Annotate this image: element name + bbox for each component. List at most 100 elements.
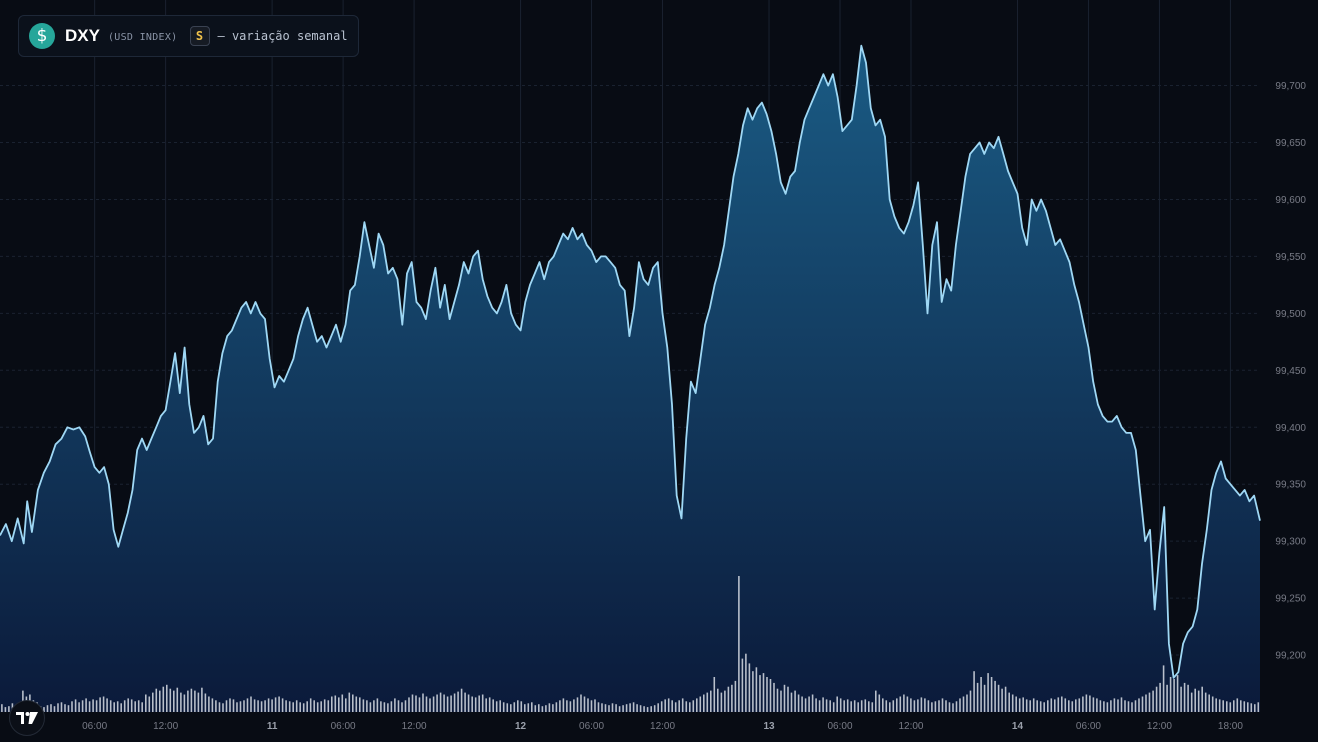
volume-bar xyxy=(748,663,751,712)
x-tick-label: 11 xyxy=(267,721,278,732)
volume-bar xyxy=(734,680,737,712)
y-tick-label: 99,500 xyxy=(1275,309,1306,320)
volume-bar xyxy=(422,693,424,712)
volume-bar xyxy=(1113,698,1116,712)
x-axis: 06:00 12:00 11 06:00 12:00 12 06:00 12:00 13 06:0… xyxy=(82,721,1243,732)
volume-bar xyxy=(1068,700,1070,712)
volume-bar xyxy=(197,692,200,712)
volume-bar xyxy=(71,701,73,712)
volume-bar xyxy=(569,701,572,712)
volume-bar xyxy=(966,694,968,712)
volume-bar xyxy=(232,699,235,712)
volume-bar xyxy=(295,700,298,712)
volume-bar xyxy=(236,702,238,712)
volume-bar xyxy=(538,704,540,712)
volume-bar xyxy=(1134,700,1137,712)
volume-bar xyxy=(906,696,909,712)
x-tick-label: 12:00 xyxy=(1147,721,1172,732)
volume-bar xyxy=(102,696,105,712)
volume-bar xyxy=(1169,677,1172,712)
volume-bar xyxy=(671,700,673,712)
volume-bar xyxy=(267,698,270,712)
volume-bar xyxy=(109,700,112,712)
tradingview-logo-icon xyxy=(16,712,38,724)
volume-bar xyxy=(1,704,3,712)
volume-bar xyxy=(520,701,523,712)
volume-bar xyxy=(113,702,115,712)
volume-bar xyxy=(1215,698,1217,712)
volume-bar xyxy=(717,688,719,712)
volume-bar xyxy=(580,694,582,712)
volume-bar xyxy=(948,702,951,712)
volume-bar xyxy=(573,699,575,712)
volume-bar xyxy=(222,703,224,712)
volume-bar xyxy=(366,700,368,712)
volume-bar xyxy=(524,704,526,712)
volume-bar xyxy=(169,688,172,712)
volume-bar xyxy=(1218,699,1221,712)
volume-bar xyxy=(148,696,151,712)
volume-bar xyxy=(130,699,133,712)
volume-bar xyxy=(576,697,579,712)
volume-bar xyxy=(415,695,417,712)
volume-bar xyxy=(274,697,277,712)
volume-bar xyxy=(759,675,761,712)
volume-bar xyxy=(1222,700,1224,712)
volume-bar xyxy=(74,699,77,712)
volume-bar xyxy=(829,700,831,712)
tradingview-logo-icon[interactable] xyxy=(9,700,45,736)
volume-bar xyxy=(938,700,940,712)
volume-bar xyxy=(474,697,477,712)
volume-bar xyxy=(962,696,965,712)
volume-bar xyxy=(1208,694,1210,712)
volume-bar xyxy=(243,700,245,712)
volume-bar xyxy=(517,700,519,712)
volume-bar xyxy=(457,691,459,712)
volume-bar xyxy=(1180,686,1182,712)
volume-bar xyxy=(931,702,933,712)
volume-bar xyxy=(696,698,698,712)
volume-bar xyxy=(545,705,547,712)
volume-bar xyxy=(773,682,775,712)
volume-bar xyxy=(868,701,870,712)
y-tick-label: 99,700 xyxy=(1275,81,1306,92)
volume-bar xyxy=(853,700,856,712)
volume-bar xyxy=(260,701,263,712)
volume-bar xyxy=(506,703,509,712)
volume-bar xyxy=(875,690,877,712)
volume-bar xyxy=(952,703,954,712)
volume-bar xyxy=(1001,688,1003,712)
volume-bar xyxy=(281,698,284,712)
volume-bar xyxy=(502,702,505,712)
symbol-subtitle: (USD INDEX) xyxy=(107,32,178,43)
volume-bar xyxy=(390,701,393,712)
volume-bar xyxy=(973,671,975,712)
volume-bar xyxy=(194,690,196,712)
volume-bar xyxy=(464,692,466,712)
volume-bar xyxy=(334,695,337,712)
volume-bar xyxy=(43,707,45,712)
volume-bar xyxy=(850,701,852,712)
volume-bar xyxy=(1152,690,1154,712)
volume-bar xyxy=(425,696,428,712)
volume-bar xyxy=(769,679,772,712)
volume-bar xyxy=(380,701,382,712)
area-fill xyxy=(0,45,1260,712)
volume-bar xyxy=(1183,682,1186,712)
volume-bar xyxy=(587,698,589,712)
volume-bar xyxy=(903,694,905,712)
volume-bar xyxy=(583,696,586,712)
volume-bar xyxy=(1197,690,1200,712)
volume-bar xyxy=(201,687,203,712)
volume-bar xyxy=(1204,692,1207,712)
volume-bar xyxy=(980,677,982,712)
volume-bar xyxy=(1103,701,1105,712)
symbol-legend[interactable]: $ DXY (USD INDEX) S — variação semanal xyxy=(18,15,359,57)
volume-bar xyxy=(657,703,659,712)
volume-bar xyxy=(1032,698,1035,712)
volume-bar xyxy=(1071,701,1074,712)
volume-bar xyxy=(320,701,322,712)
volume-bar xyxy=(373,700,375,712)
volume-bar xyxy=(608,705,610,712)
